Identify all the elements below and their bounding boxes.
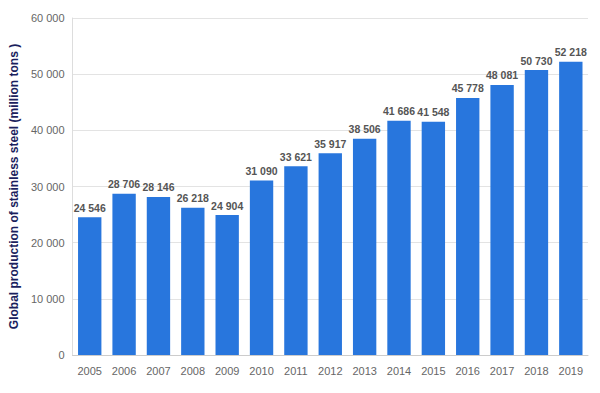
svg-text:2013: 2013 (352, 365, 376, 377)
svg-text:2005: 2005 (77, 365, 101, 377)
svg-text:24 546: 24 546 (74, 202, 106, 214)
svg-text:33 621: 33 621 (280, 151, 312, 163)
svg-text:60 000: 60 000 (31, 12, 65, 24)
svg-text:48 081: 48 081 (486, 69, 518, 81)
svg-text:2007: 2007 (146, 365, 170, 377)
svg-text:2018: 2018 (524, 365, 548, 377)
svg-text:30 000: 30 000 (31, 181, 65, 193)
svg-text:2014: 2014 (387, 365, 411, 377)
svg-text:2015: 2015 (421, 365, 445, 377)
svg-text:2012: 2012 (318, 365, 342, 377)
svg-text:28 706: 28 706 (108, 178, 140, 190)
svg-text:20 000: 20 000 (31, 237, 65, 249)
svg-text:24 904: 24 904 (211, 200, 243, 212)
svg-text:35 917: 35 917 (314, 138, 346, 150)
svg-text:40 000: 40 000 (31, 124, 65, 136)
svg-text:31 090: 31 090 (245, 165, 277, 177)
svg-text:2008: 2008 (181, 365, 205, 377)
svg-text:28 146: 28 146 (142, 181, 174, 193)
svg-text:38 506: 38 506 (349, 123, 381, 135)
svg-text:50 730: 50 730 (520, 55, 552, 67)
svg-text:41 686: 41 686 (383, 105, 415, 117)
svg-text:2010: 2010 (249, 365, 273, 377)
svg-text:26 218: 26 218 (177, 192, 209, 204)
svg-text:2006: 2006 (112, 365, 136, 377)
svg-text:0: 0 (58, 349, 64, 361)
svg-text:41 548: 41 548 (417, 106, 449, 118)
svg-text:45 778: 45 778 (452, 82, 484, 94)
svg-text:10 000: 10 000 (31, 293, 65, 305)
svg-text:Global production of stainless: Global production of stainless steel (mi… (7, 44, 21, 329)
svg-text:2016: 2016 (455, 365, 479, 377)
svg-text:2017: 2017 (490, 365, 514, 377)
svg-text:2011: 2011 (284, 365, 308, 377)
svg-text:50 000: 50 000 (31, 68, 65, 80)
svg-text:2019: 2019 (559, 365, 583, 377)
svg-text:52 218: 52 218 (555, 46, 587, 58)
svg-text:2009: 2009 (215, 365, 239, 377)
